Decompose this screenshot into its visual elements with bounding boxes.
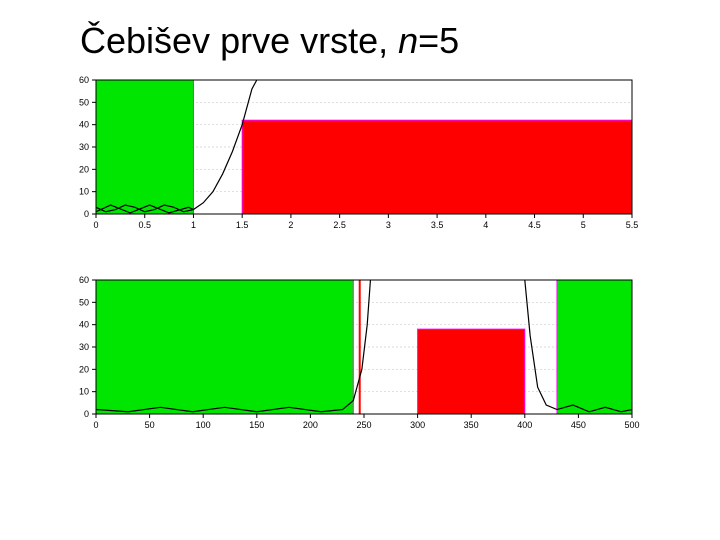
- slide-title: Čebišev prve vrste, n=5: [0, 0, 720, 72]
- svg-text:5: 5: [581, 220, 586, 230]
- svg-text:300: 300: [410, 420, 425, 430]
- svg-text:3: 3: [386, 220, 391, 230]
- svg-text:10: 10: [79, 187, 89, 197]
- svg-text:500: 500: [624, 420, 639, 430]
- svg-text:50: 50: [79, 297, 89, 307]
- svg-text:30: 30: [79, 142, 89, 152]
- svg-text:20: 20: [79, 364, 89, 374]
- svg-text:10: 10: [79, 387, 89, 397]
- chart-2: 0 50 100 150 200 250 300 350 400 450 500 0 10 20 30 40 5…: [60, 272, 640, 442]
- svg-text:1.5: 1.5: [236, 220, 249, 230]
- svg-text:350: 350: [464, 420, 479, 430]
- svg-text:5.5: 5.5: [626, 220, 639, 230]
- svg-text:0: 0: [93, 220, 98, 230]
- svg-text:200: 200: [303, 420, 318, 430]
- title-val: =5: [418, 20, 459, 61]
- svg-text:3.5: 3.5: [431, 220, 444, 230]
- chart-1: 0 0.5 1 1.5 2 2.5 3 3.5 4 4.5 5 5.5 0 10 20 30 40 50 60: [60, 72, 640, 242]
- svg-text:50: 50: [79, 97, 89, 107]
- svg-text:0: 0: [84, 209, 89, 219]
- svg-text:0.5: 0.5: [138, 220, 151, 230]
- svg-text:60: 60: [79, 275, 89, 285]
- title-text: Čebišev prve vrste,: [80, 20, 398, 61]
- svg-text:100: 100: [196, 420, 211, 430]
- svg-text:30: 30: [79, 342, 89, 352]
- svg-text:4.5: 4.5: [528, 220, 541, 230]
- svg-text:2: 2: [288, 220, 293, 230]
- svg-text:0: 0: [93, 420, 98, 430]
- svg-text:0: 0: [84, 409, 89, 419]
- svg-text:450: 450: [571, 420, 586, 430]
- svg-text:40: 40: [79, 320, 89, 330]
- svg-text:4: 4: [483, 220, 488, 230]
- svg-text:50: 50: [145, 420, 155, 430]
- svg-text:20: 20: [79, 164, 89, 174]
- svg-text:60: 60: [79, 75, 89, 85]
- svg-text:150: 150: [249, 420, 264, 430]
- svg-text:1: 1: [191, 220, 196, 230]
- svg-text:400: 400: [517, 420, 532, 430]
- svg-text:250: 250: [356, 420, 371, 430]
- svg-text:2.5: 2.5: [333, 220, 346, 230]
- svg-text:40: 40: [79, 120, 89, 130]
- title-var: n: [398, 20, 418, 61]
